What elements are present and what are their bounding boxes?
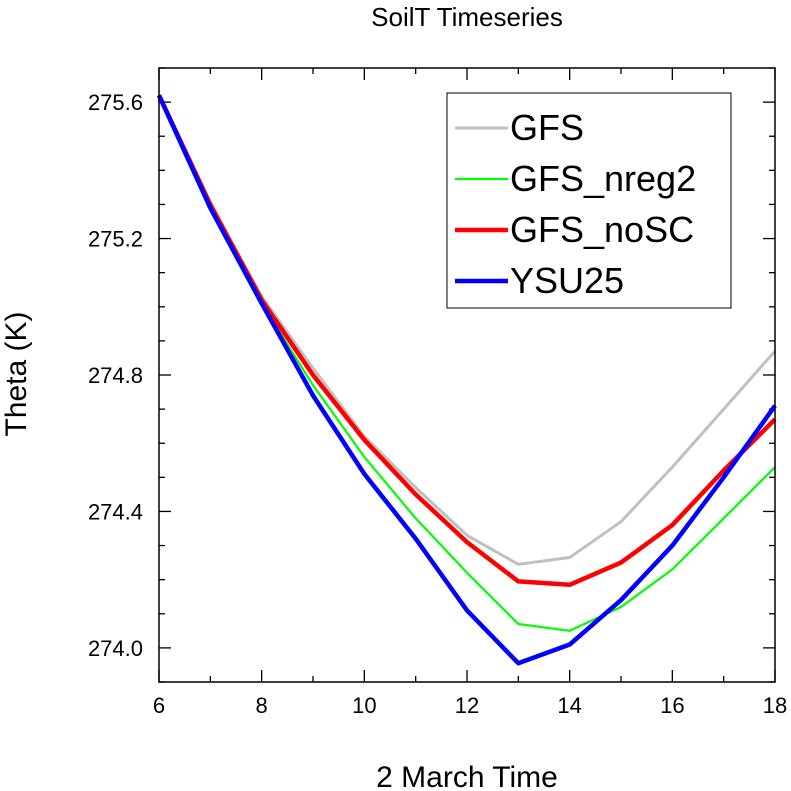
y-tick-label: 275.6: [88, 90, 143, 115]
y-tick-label: 275.2: [88, 227, 143, 252]
series-line-ysu25: [156, 94, 777, 666]
x-tick-label: 6: [153, 693, 165, 718]
y-tick-label: 274.4: [88, 499, 143, 524]
x-tick-label: 14: [557, 693, 581, 718]
x-tick-label: 18: [763, 693, 787, 718]
legend-label: GFS_noSC: [510, 209, 694, 250]
plot-frame: [158, 67, 776, 683]
y-tick-label: 274.0: [88, 636, 143, 661]
series-lines: [156, 94, 777, 666]
x-tick-label: 12: [455, 693, 479, 718]
legend-label: YSU25: [510, 260, 624, 301]
x-tick-label: 10: [352, 693, 376, 718]
y-tick-label: 274.8: [88, 363, 143, 388]
tick-labels: 6 8 10 12 14 16 18 274.0 274.4 274.8 275.2 275.6: [88, 90, 787, 718]
x-tick-label: 16: [660, 693, 684, 718]
x-axis-label: 2 March Time: [376, 761, 558, 791]
y-axis-label: Theta (K): [0, 311, 33, 436]
x-tick-label: 8: [256, 693, 268, 718]
legend-label: GFS: [510, 107, 584, 148]
legend: GFS GFS_nreg2 GFS_noSC YSU25: [446, 92, 732, 309]
chart-title: SoilT Timeseries: [371, 2, 563, 32]
legend-label: GFS_nreg2: [510, 158, 696, 199]
